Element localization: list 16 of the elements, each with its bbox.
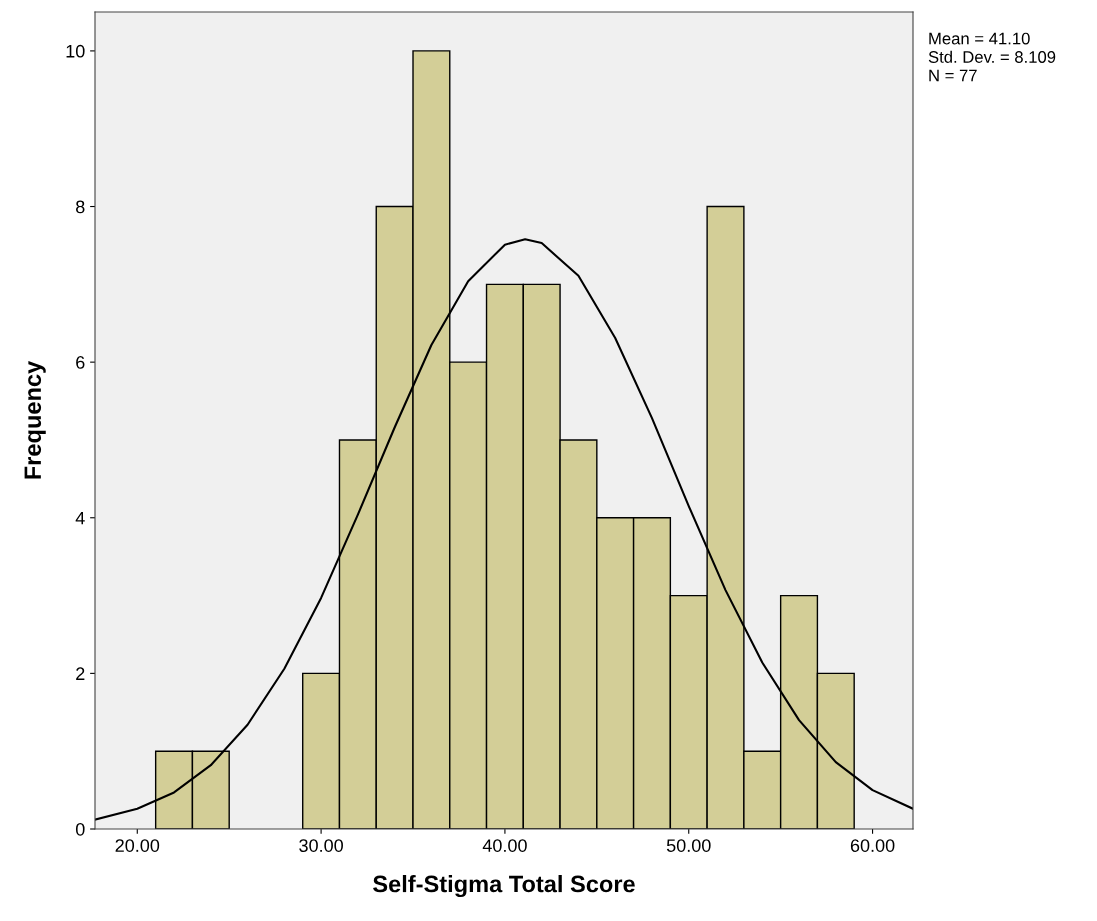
x-tick-label: 20.00 [115, 839, 160, 852]
x-axis-title: Self-Stigma Total Score [373, 875, 635, 898]
y-tick-label: 10 [66, 44, 85, 58]
x-tick-label: 50.00 [666, 839, 711, 852]
y-tick-label: 6 [76, 356, 85, 369]
x-tick-label: 30.00 [299, 839, 343, 852]
text: N = 77 [929, 69, 977, 82]
y-tick-label: 0 [75, 822, 85, 836]
text: Std. Dev. = 8.109 [928, 50, 1056, 63]
y-tick-label: 8 [76, 200, 85, 214]
x-tick-label: 40.00 [482, 839, 527, 852]
text: Mean = 41.10 [929, 32, 1030, 45]
y-axis-title: Frequency [24, 360, 46, 479]
y-tick-label: 2 [76, 667, 85, 680]
x-tick-label: 60.00 [850, 839, 895, 852]
y-tick-label: 4 [75, 511, 85, 525]
